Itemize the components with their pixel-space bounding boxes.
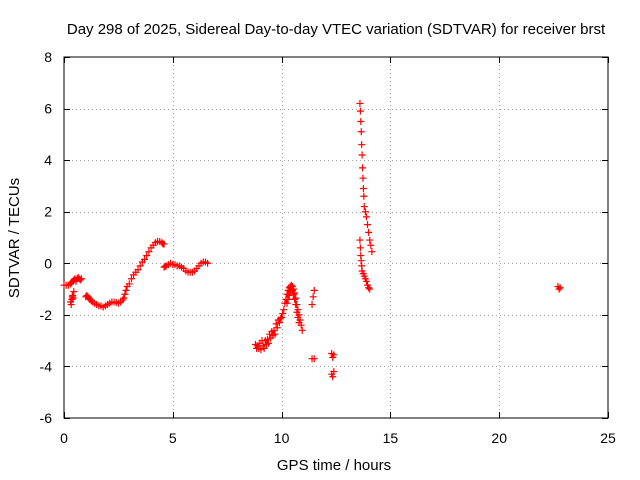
data-point: [136, 262, 144, 270]
data-point: [359, 174, 367, 182]
x-tick-label: 25: [600, 430, 616, 446]
data-point: [277, 315, 285, 323]
data-point: [359, 185, 367, 193]
data-point: [356, 99, 364, 107]
data-point: [294, 313, 302, 321]
data-point: [143, 252, 151, 260]
data-point: [356, 244, 364, 252]
data-point: [134, 266, 142, 274]
data-point: [127, 275, 135, 283]
data-point: [67, 301, 75, 309]
data-point: [288, 286, 296, 294]
data-point: [357, 117, 365, 125]
data-point: [77, 275, 85, 283]
y-tick-label: 4: [44, 152, 52, 168]
data-point: [69, 294, 77, 302]
data-point: [287, 285, 295, 293]
data-point: [120, 294, 128, 302]
y-tick-label: 6: [44, 101, 52, 117]
data-point: [260, 344, 268, 352]
data-point: [358, 141, 366, 149]
y-tick-label: 0: [44, 255, 52, 271]
data-point: [309, 293, 317, 301]
data-point: [359, 164, 367, 172]
data-point: [361, 208, 369, 216]
data-point: [360, 192, 368, 200]
data-point: [278, 313, 286, 321]
data-point: [310, 286, 318, 294]
data-point: [292, 294, 300, 302]
x-tick-label: 5: [169, 430, 177, 446]
data-point: [365, 228, 373, 236]
data-point: [125, 280, 133, 288]
data-point: [290, 290, 298, 298]
data-point: [283, 299, 291, 307]
data-point: [70, 288, 78, 296]
data-point: [145, 248, 153, 256]
data-point: [271, 330, 279, 338]
grid: [64, 57, 608, 418]
data-point: [368, 248, 376, 256]
data-points: [60, 99, 564, 381]
y-tick-label: -4: [40, 358, 53, 374]
data-point: [356, 236, 364, 244]
y-tick-label: 2: [44, 204, 52, 220]
data-point: [366, 285, 374, 293]
data-point: [330, 368, 338, 376]
data-point: [284, 295, 292, 303]
data-point: [275, 319, 283, 327]
x-axis-label: GPS time / hours: [277, 457, 391, 474]
data-point: [366, 236, 374, 244]
data-point: [298, 326, 306, 334]
y-tick-label: -6: [40, 410, 53, 426]
data-point: [263, 335, 271, 343]
ticks: 0 5 10 15 20 25 -6 -4 -2 0 2 4 6 8: [40, 49, 616, 446]
data-point: [367, 241, 375, 249]
chart-title: Day 298 of 2025, Sidereal Day-to-day VTE…: [67, 21, 606, 38]
data-point: [364, 221, 372, 229]
x-tick-label: 20: [491, 430, 507, 446]
data-point: [122, 286, 130, 294]
data-point: [273, 324, 281, 332]
data-point: [362, 277, 370, 285]
x-tick-label: 15: [383, 430, 399, 446]
data-point: [308, 301, 316, 309]
data-point: [310, 355, 318, 363]
data-point: [293, 308, 301, 316]
data-point: [356, 107, 364, 115]
data-point: [555, 285, 563, 293]
data-point: [556, 284, 564, 292]
data-point: [329, 373, 337, 381]
data-point: [121, 290, 129, 298]
data-point: [291, 295, 299, 303]
y-axis-label: SDTVAR / TECUs: [6, 178, 23, 298]
data-point: [141, 255, 149, 263]
data-point: [257, 346, 265, 354]
data-point: [362, 213, 370, 221]
x-tick-label: 10: [274, 430, 290, 446]
data-point: [265, 339, 273, 347]
data-point: [279, 310, 287, 318]
data-point: [160, 240, 168, 248]
data-point: [292, 301, 300, 309]
plot-frame: [63, 56, 609, 419]
data-point: [358, 151, 366, 159]
data-point: [330, 351, 338, 359]
data-point: [295, 319, 303, 327]
data-point: [272, 320, 280, 328]
data-point: [280, 306, 288, 314]
data-point: [357, 128, 365, 136]
data-point: [365, 284, 373, 292]
data-point: [76, 276, 84, 284]
y-tick-label: -2: [40, 307, 53, 323]
data-point: [204, 259, 212, 267]
data-point: [360, 203, 368, 211]
x-tick-label: 0: [60, 430, 68, 446]
y-tick-label: 8: [44, 49, 52, 65]
data-point: [285, 292, 293, 300]
